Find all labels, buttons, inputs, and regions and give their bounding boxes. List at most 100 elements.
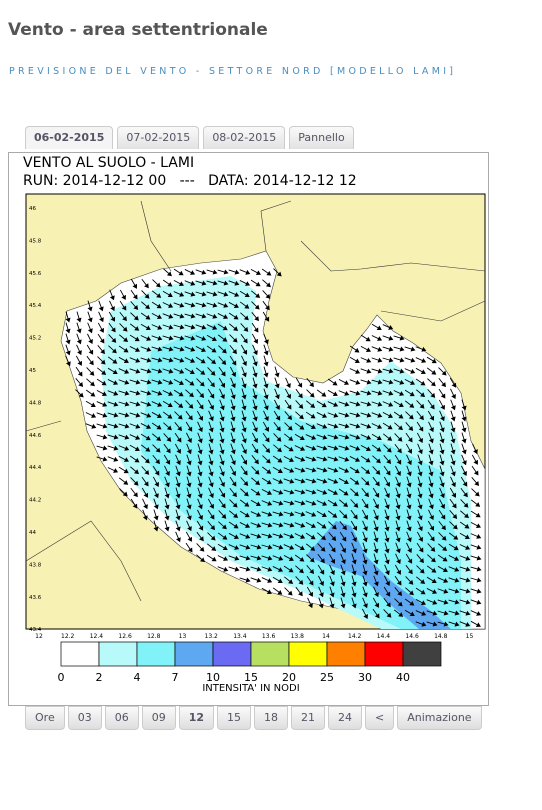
wind-arrow — [239, 577, 251, 583]
wind-arrow — [140, 423, 152, 429]
nav-button[interactable]: 21 — [291, 706, 326, 730]
wind-arrow — [75, 378, 84, 388]
wind-arrow — [262, 300, 270, 311]
wind-arrow — [427, 520, 435, 531]
wind-arrow — [371, 390, 383, 396]
wind-arrow — [274, 388, 280, 400]
wind-arrow — [250, 566, 262, 572]
wind-arrow — [140, 368, 152, 374]
wind-arrow — [283, 478, 295, 484]
wind-arrow — [207, 532, 216, 541]
wind-arrow — [219, 410, 225, 422]
wind-arrow — [239, 290, 250, 298]
legend-swatch — [212, 641, 252, 667]
wind-arrow — [98, 300, 104, 312]
wind-arrow — [406, 498, 412, 510]
wind-arrow — [164, 487, 170, 499]
nav-button[interactable]: Animazione — [397, 706, 482, 730]
wind-arrow — [186, 520, 192, 532]
wind-arrow — [360, 455, 371, 463]
wind-arrow — [229, 499, 238, 508]
wind-arrow — [306, 389, 315, 398]
wind-arrow — [340, 575, 346, 587]
nav-button[interactable]: 03 — [67, 706, 102, 730]
nav-button[interactable]: Ore — [25, 706, 65, 730]
wind-arrow — [218, 521, 227, 530]
wind-arrow — [107, 401, 119, 407]
wind-arrow — [350, 509, 358, 520]
wind-arrow — [361, 608, 368, 619]
lon-label: 13.4 — [233, 633, 247, 640]
wind-arrow — [273, 444, 282, 453]
wind-arrow — [263, 344, 269, 356]
wind-arrow — [219, 443, 225, 455]
wind-arrow — [361, 488, 369, 498]
wind-arrow — [382, 346, 394, 352]
wind-arrow — [230, 410, 236, 422]
wind-arrow — [373, 542, 379, 554]
nav-button[interactable]: 18 — [254, 706, 289, 730]
wind-arrow — [349, 477, 360, 485]
wind-arrow — [384, 564, 390, 576]
wind-arrow — [448, 621, 460, 627]
wind-arrow — [470, 510, 481, 518]
wind-arrow — [239, 555, 251, 561]
wind-arrow — [470, 620, 481, 627]
nav-button[interactable]: 09 — [141, 706, 176, 730]
wind-arrow — [371, 346, 383, 352]
wind-arrow — [65, 355, 71, 367]
wind-arrow — [250, 279, 261, 287]
wind-arrow — [404, 400, 415, 408]
wind-arrow — [382, 411, 393, 418]
wind-arrow — [373, 509, 379, 521]
nav-button[interactable]: < — [365, 706, 395, 730]
wind-arrow — [250, 555, 262, 561]
wind-arrow — [185, 389, 194, 398]
wind-arrow — [98, 311, 104, 323]
wind-arrow — [405, 422, 414, 431]
nav-button[interactable]: 12 — [178, 706, 215, 730]
wind-arrow — [471, 477, 480, 487]
wind-arrow — [406, 542, 412, 554]
wind-arrow — [437, 554, 448, 562]
wind-arrow — [373, 531, 379, 543]
tab[interactable]: 08-02-2015 — [203, 126, 286, 149]
wind-arrow — [251, 312, 259, 322]
wind-arrow — [437, 565, 448, 572]
legend-level: 40 — [396, 671, 410, 684]
tab[interactable]: 06-02-2015 — [25, 126, 114, 149]
wind-arrow — [349, 345, 360, 353]
wind-arrow — [316, 467, 328, 473]
wind-arrow — [428, 487, 434, 499]
wind-arrow — [273, 433, 282, 442]
wind-arrow — [230, 388, 236, 400]
tab[interactable]: 07-02-2015 — [117, 126, 200, 149]
wind-arrow — [404, 598, 415, 606]
wind-arrow — [349, 434, 361, 440]
wind-arrow — [382, 422, 393, 430]
lon-label: 12.2 — [61, 633, 75, 640]
wind-arrow — [294, 422, 305, 430]
wind-arrow — [328, 532, 337, 541]
nav-button[interactable]: 15 — [217, 706, 252, 730]
wind-arrow — [328, 521, 337, 530]
wind-arrow — [173, 302, 185, 308]
nav-button[interactable]: 24 — [328, 706, 363, 730]
wind-arrow — [263, 333, 269, 345]
nav-button[interactable]: 06 — [104, 706, 139, 730]
wind-arrow — [283, 500, 295, 506]
wind-arrow — [338, 477, 349, 484]
wind-arrow — [450, 454, 456, 466]
wind-field — [65, 268, 482, 627]
tab[interactable]: Pannello — [289, 126, 354, 149]
wind-arrow — [384, 520, 390, 532]
wind-arrow — [240, 488, 249, 497]
wind-arrow — [460, 510, 469, 519]
wind-arrow — [108, 322, 116, 333]
wind-arrow — [173, 268, 184, 276]
wind-arrow — [371, 401, 383, 407]
wind-arrow — [294, 445, 306, 451]
wind-arrow — [371, 412, 383, 418]
wind-arrow — [229, 334, 238, 343]
wind-arrow — [415, 357, 427, 363]
